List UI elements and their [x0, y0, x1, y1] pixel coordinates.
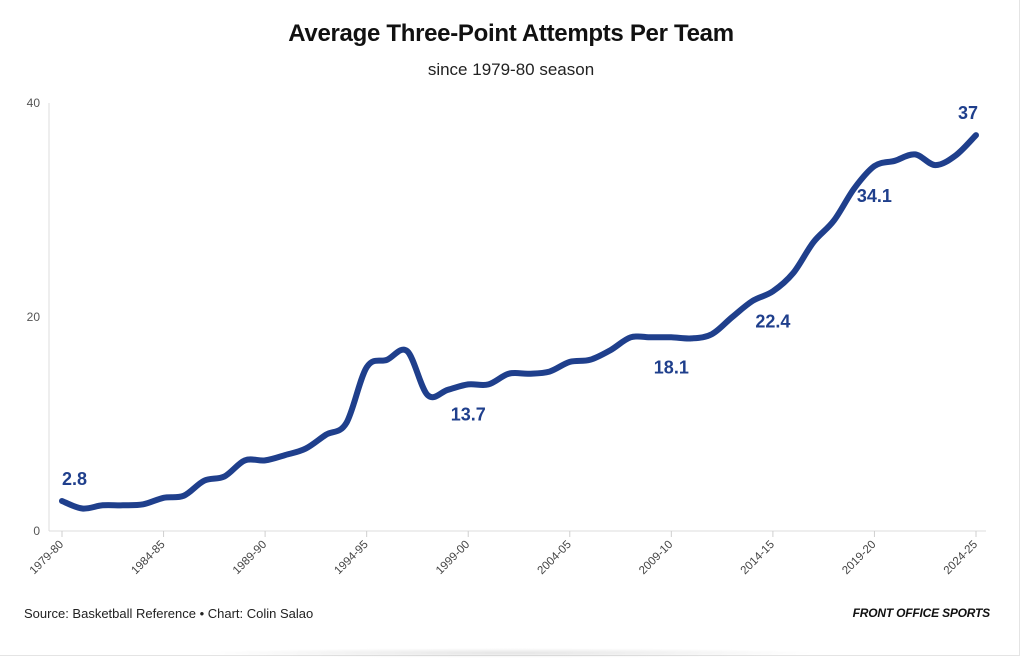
- x-tick-label: 2024-25: [942, 539, 980, 577]
- y-tick-label: 20: [27, 310, 41, 324]
- data-label: 2.8: [62, 469, 87, 489]
- x-tick-label: 1979-80: [28, 539, 66, 577]
- x-tick-label: 2009-10: [637, 539, 675, 577]
- bottom-shadow: [200, 648, 820, 658]
- chart-subtitle: since 1979-80 season: [427, 60, 595, 79]
- y-tick-label: 0: [33, 524, 40, 538]
- x-tick-label: 2019-20: [840, 539, 878, 577]
- x-tick-label: 1984-85: [129, 539, 167, 577]
- source-credit: Source: Basketball Reference • Chart: Co…: [24, 606, 314, 621]
- line-chart: 0 20 40 1979-80 1984-85 1989-90 1994-95 1999-00…: [27, 96, 986, 577]
- data-label: 13.7: [451, 404, 486, 424]
- data-label: 37: [958, 103, 978, 123]
- x-tick-label: 1994-95: [332, 539, 370, 577]
- x-tick-label: 1999-00: [434, 539, 472, 577]
- data-label: 18.1: [654, 357, 689, 377]
- x-tick-label: 2004-05: [536, 539, 574, 577]
- data-label: 22.4: [755, 311, 790, 331]
- chart-title: Average Three-Point Attempts Per Team: [288, 20, 734, 47]
- data-label: 34.1: [857, 186, 892, 206]
- y-tick-label: 40: [27, 96, 41, 110]
- x-tick-label: 1989-90: [231, 539, 269, 577]
- series-line: [59, 132, 979, 512]
- x-tick-label: 2014-15: [739, 539, 777, 577]
- brand-logo: FRONT OFFICE SPORTS: [852, 606, 991, 620]
